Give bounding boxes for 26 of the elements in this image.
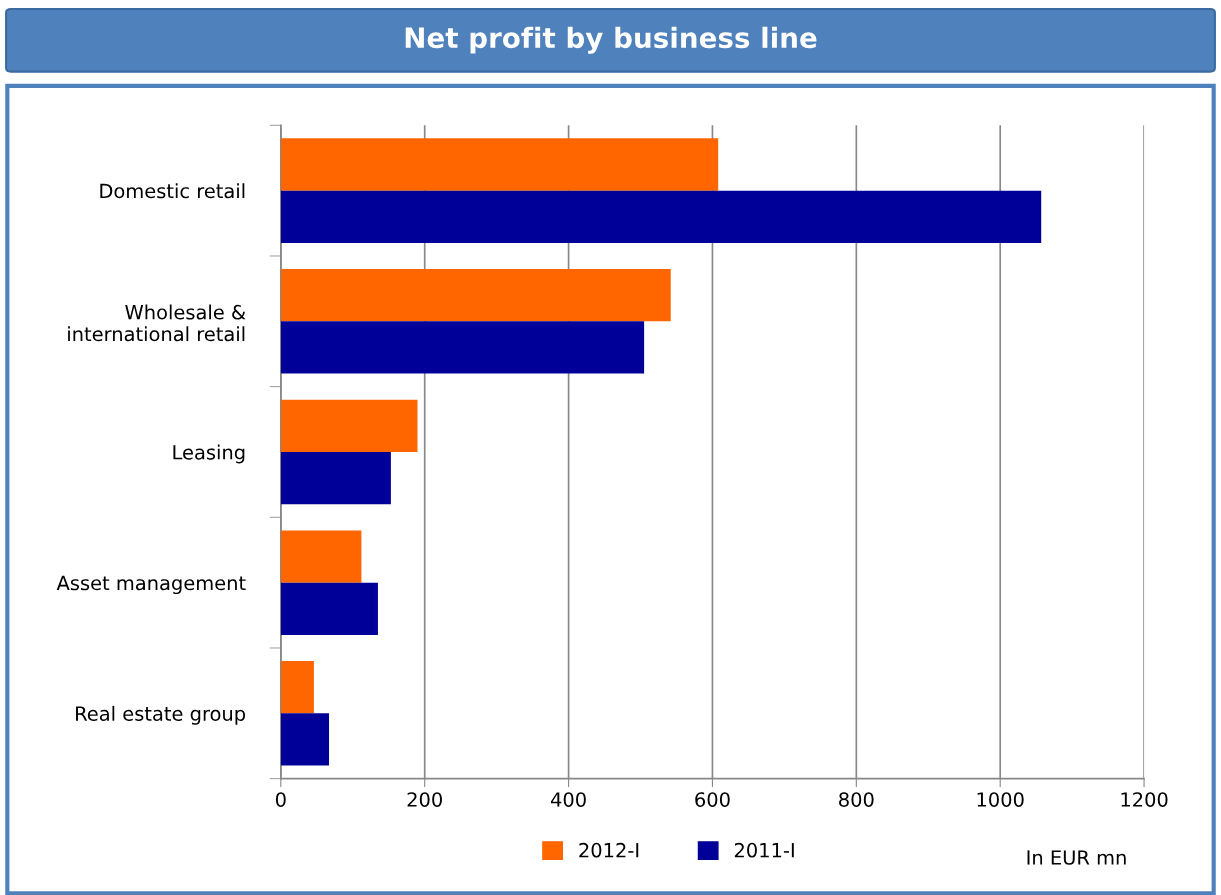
y-tick-label: Domestic retail <box>100 183 245 199</box>
bar <box>280 190 1042 243</box>
y-tick-label: Real estate group <box>76 705 246 725</box>
x-tick-label: 0 <box>275 792 286 807</box>
bar <box>280 451 391 505</box>
bar <box>280 321 645 374</box>
y-tick-label: Leasing <box>173 444 245 464</box>
x-tick-label: 1000 <box>977 792 1024 807</box>
bar <box>280 269 671 322</box>
bar <box>280 138 719 191</box>
legend-label: 2012-I <box>579 842 639 858</box>
y-tick-label: Asset management <box>56 575 246 595</box>
bar <box>280 713 330 766</box>
bar <box>280 399 418 452</box>
x-tick-label: 600 <box>695 792 730 807</box>
text: In EUR mn <box>1027 850 1126 865</box>
x-tick-label: 400 <box>550 792 586 807</box>
legend-label: 2011-I <box>734 842 794 858</box>
chart-title: Net profit by business line <box>405 26 817 54</box>
bar <box>280 530 362 583</box>
bar <box>280 582 378 635</box>
y-tick-label: Wholesale & international retail <box>68 304 246 342</box>
bar <box>280 661 314 714</box>
x-tick-label: 1200 <box>1121 792 1168 807</box>
x-tick-label: 200 <box>407 792 442 807</box>
x-tick-label: 800 <box>839 792 874 807</box>
